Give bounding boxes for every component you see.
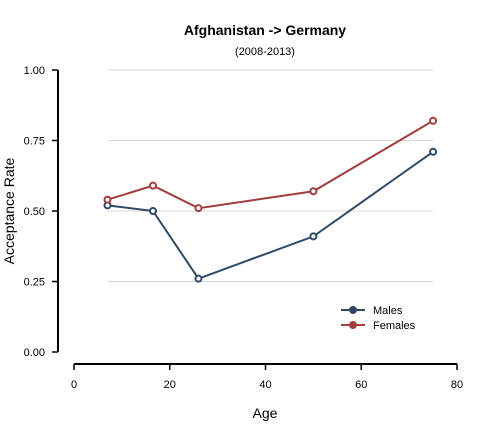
y-tick-label: 0.75 (24, 136, 45, 148)
data-point-females (309, 187, 318, 196)
data-point-females (429, 116, 438, 125)
legend-swatch-marker (349, 306, 357, 314)
legend: Males Females (341, 305, 416, 332)
y-axis-label: Acceptance Rate (1, 157, 17, 264)
data-point-females (103, 195, 112, 204)
legend-item-females: Females (341, 320, 416, 332)
y-tick-label: 1.00 (24, 65, 45, 77)
series-females (103, 116, 438, 213)
x-tick-label: 20 (164, 379, 176, 391)
x-tick-label: 60 (355, 379, 367, 391)
data-point-females (148, 181, 157, 190)
legend-label: Females (373, 320, 416, 332)
x-tick-label: 0 (71, 379, 77, 391)
chart-subtitle: (2008-2013) (235, 46, 295, 58)
legend-label: Males (373, 305, 403, 317)
y-ticks: 0.00 0.25 0.50 0.75 1.00 (24, 65, 58, 359)
grid (108, 69, 433, 282)
y-tick-label: 0.50 (24, 206, 45, 218)
y-tick-label: 0.25 (24, 277, 45, 289)
series-males (103, 147, 438, 283)
data-point-males (429, 147, 438, 156)
legend-item-males: Males (341, 305, 403, 317)
series-line-males (107, 150, 434, 280)
x-ticks: 0 20 40 60 80 (71, 364, 463, 391)
data-point-males (194, 274, 203, 283)
data-point-males (309, 232, 318, 241)
legend-swatch-marker (349, 321, 357, 329)
chart-title: Afghanistan -> Germany (184, 22, 346, 38)
x-axis-label: Age (253, 405, 278, 421)
data-point-females (194, 204, 203, 213)
data-point-males (148, 207, 157, 215)
series-line-females (107, 119, 434, 210)
series-layer (103, 116, 438, 283)
x-tick-label: 80 (451, 379, 463, 391)
x-tick-label: 40 (259, 379, 271, 391)
y-tick-label: 0.00 (24, 347, 45, 359)
